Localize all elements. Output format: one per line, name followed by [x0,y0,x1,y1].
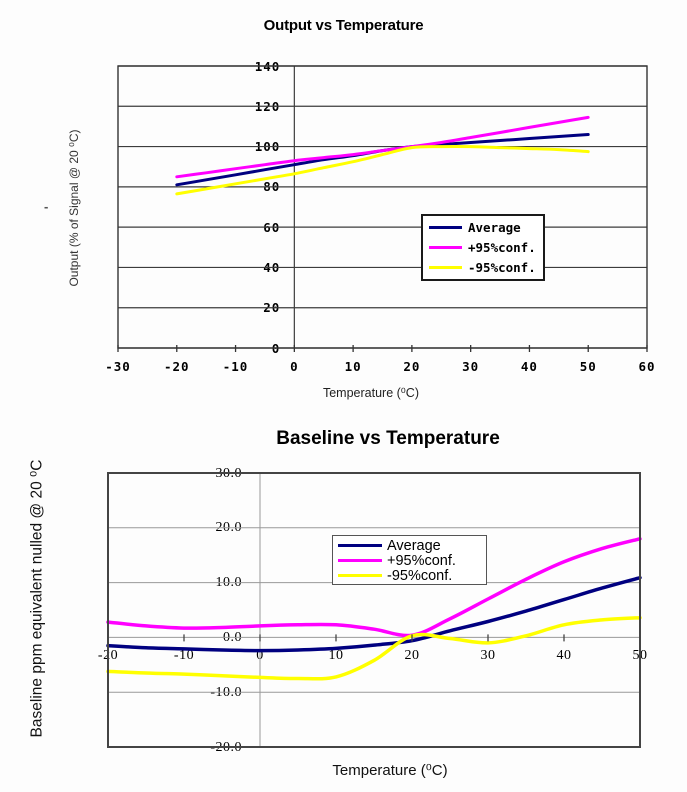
legend-item: -95%conf. [429,257,537,277]
legend-swatch-95-conf [429,265,462,269]
x-tick-label: 30 [480,648,496,664]
x-tick-label: 50 [579,359,597,374]
legend-label: Average [387,537,441,554]
legend-swatch-95-conf [338,558,382,563]
chart1-title: Output vs Temperature [263,17,424,34]
plot-border [117,65,648,349]
stray-dash-artifact: - [44,199,49,214]
chart1-x-axis-title: Temperature (⁰C) [322,386,419,400]
chart2-x-axis-title: Temperature (⁰C) [332,762,448,779]
legend-item: Average [338,537,481,554]
x-tick-label: -10 [173,648,195,664]
legend-item: -95%conf. [338,567,481,584]
legend-swatch-average [338,543,382,548]
series-line-95-conf [106,615,642,681]
x-tick-label: 20 [404,648,420,664]
legend-label: -95%conf. [387,567,453,584]
x-tick-label: 60 [638,359,656,374]
x-tick-label: 40 [520,359,538,374]
plot-svg [117,65,648,352]
series-line-average [106,575,642,653]
legend-item: +95%conf. [429,238,537,258]
x-tick-label: 0 [290,359,299,374]
legend: Average +95%conf. -95%conf. [332,535,487,585]
legend-label: -95%conf. [468,259,536,275]
legend-label: Average [468,220,521,236]
x-tick-label: 10 [344,359,362,374]
x-tick-label: -30 [105,359,131,374]
chart2-title: Baseline vs Temperature [276,428,500,449]
legend-label: +95%conf. [387,552,456,569]
x-tick-label: -20 [163,359,190,374]
legend: Average +95%conf. -95%conf. [421,214,545,281]
plot-svg [106,472,642,748]
legend-item: Average [429,218,537,238]
series-line-95-conf [175,144,590,196]
legend-item: +95%conf. [338,552,481,569]
legend-label: +95%conf. [468,240,536,255]
legend-swatch-95-conf [429,246,462,249]
x-tick-label: 20 [403,359,421,374]
plot-border [107,472,641,748]
series-line-95-conf [175,115,590,179]
x-tick-label: 10 [328,648,344,664]
legend-swatch-95-conf [338,573,382,578]
x-tick-label: -10 [222,359,249,374]
x-tick-label: 40 [556,648,572,664]
legend-swatch-average [429,226,462,230]
series-line-95-conf [106,537,642,638]
x-tick-label: 30 [462,359,480,374]
